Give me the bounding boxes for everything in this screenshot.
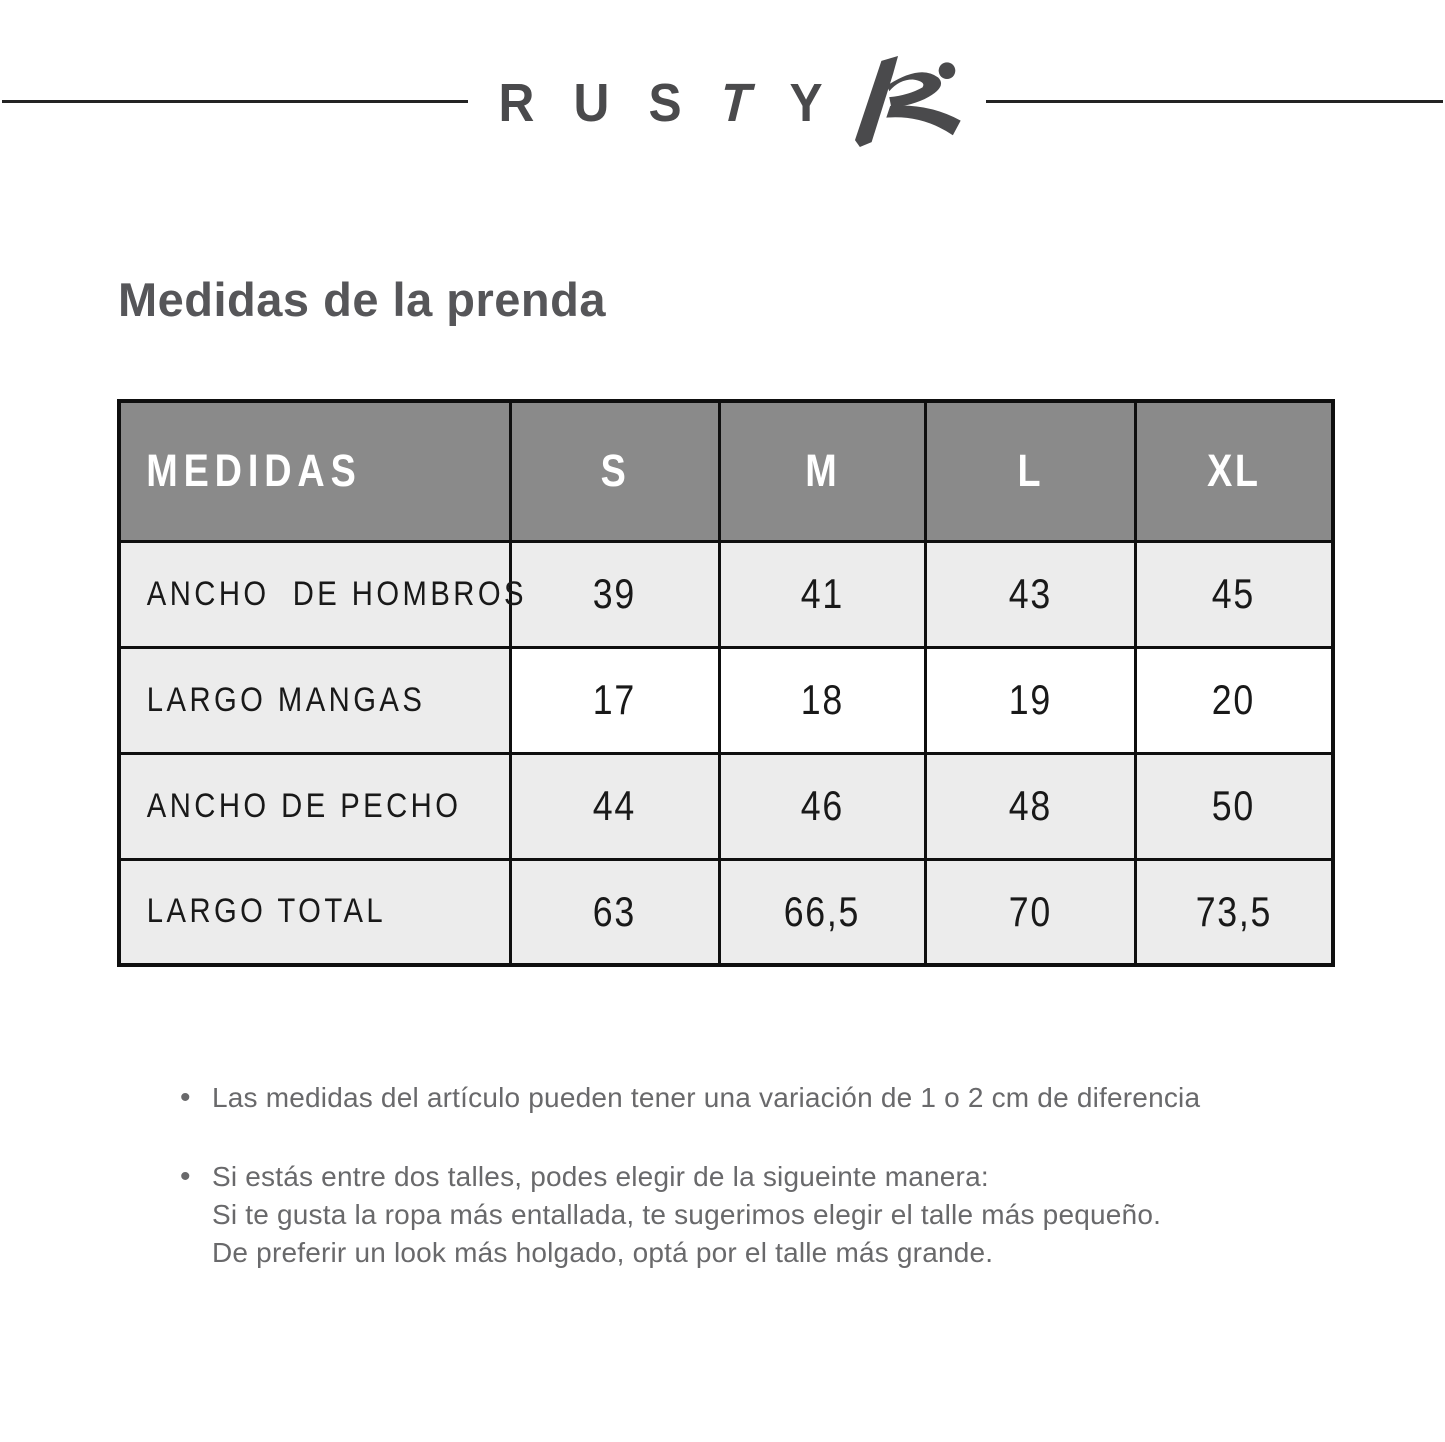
brand-wordmark: R U S T Y (497, 72, 824, 134)
size-value: 45 (1212, 570, 1256, 617)
size-value-cell: 73,5 (1133, 857, 1335, 967)
size-value-cell: 43 (923, 539, 1137, 649)
bullet-icon: • (180, 1160, 191, 1193)
column-header-xl: XL (1133, 399, 1335, 543)
size-value-cell: 70 (923, 857, 1137, 967)
size-value: 20 (1212, 676, 1256, 723)
size-value-cell: 50 (1133, 751, 1335, 861)
notes-section: • Las medidas del artículo pueden tener … (180, 1079, 1360, 1313)
size-value-cell: 20 (1133, 645, 1335, 755)
size-table: MEDIDAS S M L XL ANCHO DE HOMBROS 39 41 … (117, 399, 1335, 967)
row-label-cell: ANCHO DE PECHO (117, 751, 512, 861)
brand-rule-right (986, 100, 1443, 103)
size-value-cell: 17 (508, 645, 721, 755)
note-line: Si estás entre dos talles, podes elegir … (212, 1161, 989, 1192)
column-header-medidas: MEDIDAS (117, 399, 512, 543)
wordmark-letter: U (573, 73, 610, 133)
column-header-s: S (508, 399, 721, 543)
note-text: Si estás entre dos talles, podes elegir … (212, 1158, 1161, 1272)
size-value-cell: 66,5 (717, 857, 927, 967)
size-value: 70 (1008, 887, 1052, 935)
size-value: 18 (800, 676, 844, 723)
table-row-ancho-de-pecho: ANCHO DE PECHO 44 46 48 50 (117, 751, 1335, 861)
wordmark-letter: R (498, 73, 535, 133)
row-label-cell: ANCHO DE HOMBROS (117, 539, 524, 649)
size-value: 46 (800, 782, 844, 829)
size-value: 48 (1008, 782, 1052, 829)
size-value-cell: 41 (717, 539, 927, 649)
size-value: 19 (1008, 676, 1052, 723)
note-line: Las medidas del artículo pueden tener un… (212, 1082, 1201, 1113)
note-line: De preferir un look más holgado, optá po… (212, 1237, 994, 1268)
table-row-ancho-de-hombros: ANCHO DE HOMBROS 39 41 43 45 (117, 539, 1335, 649)
note-item: • Si estás entre dos talles, podes elegi… (180, 1158, 1360, 1272)
table-row-largo-mangas: LARGO MANGAS 17 18 19 20 (117, 645, 1335, 755)
bullet-icon: • (180, 1081, 191, 1114)
wordmark-letter: S (648, 73, 682, 133)
row-label: LARGO TOTAL (146, 892, 387, 931)
size-value-cell: 39 (508, 539, 721, 649)
column-header-label: S (600, 445, 629, 497)
note-item: • Las medidas del artículo pueden tener … (180, 1079, 1360, 1117)
row-label-cell: LARGO MANGAS (117, 645, 512, 755)
note-line: Si te gusta la ropa más entallada, te su… (212, 1199, 1162, 1230)
brand-bar: R U S T Y (0, 0, 1445, 160)
size-value: 63 (592, 887, 637, 935)
size-value-cell: 19 (923, 645, 1137, 755)
column-header-label: M (804, 445, 840, 497)
size-value: 41 (800, 570, 844, 617)
row-label: LARGO MANGAS (146, 680, 426, 719)
size-value: 44 (592, 782, 637, 829)
size-value-cell: 18 (717, 645, 927, 755)
column-header-label: XL (1207, 445, 1261, 497)
note-text: Las medidas del artículo pueden tener un… (212, 1079, 1200, 1117)
wordmark-letter: Y (789, 73, 823, 133)
size-value-cell: 48 (923, 751, 1137, 861)
page-title: Medidas de la prenda (118, 273, 606, 326)
column-header-label: L (1017, 445, 1043, 497)
table-row-largo-total: LARGO TOTAL 63 66,5 70 73,5 (117, 857, 1335, 967)
size-value-cell: 45 (1133, 539, 1335, 649)
size-value: 43 (1008, 570, 1052, 617)
size-value-cell: 63 (508, 857, 721, 967)
row-label-cell: LARGO TOTAL (117, 857, 512, 967)
size-value: 73,5 (1195, 887, 1272, 935)
wordmark-letter: T (718, 73, 753, 133)
size-value-cell: 44 (508, 751, 721, 861)
size-value: 17 (592, 676, 637, 723)
table-header-row: MEDIDAS S M L XL (117, 399, 1335, 543)
rusty-r-logo-icon (854, 56, 961, 148)
brand-rule-left (2, 100, 468, 103)
row-label: ANCHO DE PECHO (146, 786, 462, 825)
column-header-m: M (717, 399, 927, 543)
column-header-label: MEDIDAS (146, 445, 362, 497)
row-label: ANCHO DE HOMBROS (146, 574, 527, 613)
size-value: 39 (592, 570, 637, 617)
size-value: 66,5 (783, 887, 861, 935)
size-value-cell: 46 (717, 751, 927, 861)
column-header-l: L (923, 399, 1137, 543)
size-value: 50 (1212, 782, 1256, 829)
